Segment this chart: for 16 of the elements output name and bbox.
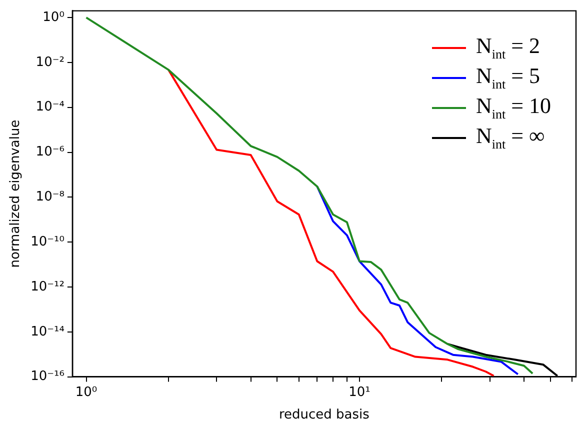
y-tick-label: 10⁻¹⁴ xyxy=(30,324,64,340)
y-tick-label: 10⁻¹⁶ xyxy=(30,369,64,384)
x-axis-title: reduced basis xyxy=(278,408,370,423)
x-tick-label: 10¹ xyxy=(348,384,370,400)
y-tick-label: 10⁻¹⁰ xyxy=(30,234,64,250)
legend-label: N$_{int}$ = 5 xyxy=(476,63,540,92)
y-tick-label: 10⁻¹² xyxy=(30,279,64,294)
legend-label: N$_{int}$ = 10 xyxy=(476,93,552,122)
y-tick-label: 10⁻⁸ xyxy=(36,190,64,205)
y-tick-label: 10⁰ xyxy=(42,10,64,25)
y-tick-label: 10⁻⁶ xyxy=(36,144,64,160)
legend-label: N$_{int}$ = 2 xyxy=(476,33,540,62)
y-tick-label: 10⁻² xyxy=(36,54,64,70)
y-axis-title: normalized eigenvalue xyxy=(8,120,24,268)
legend-label: N$_{int}$ = ∞ xyxy=(476,123,545,152)
y-tick-label: 10⁻⁴ xyxy=(36,100,64,115)
